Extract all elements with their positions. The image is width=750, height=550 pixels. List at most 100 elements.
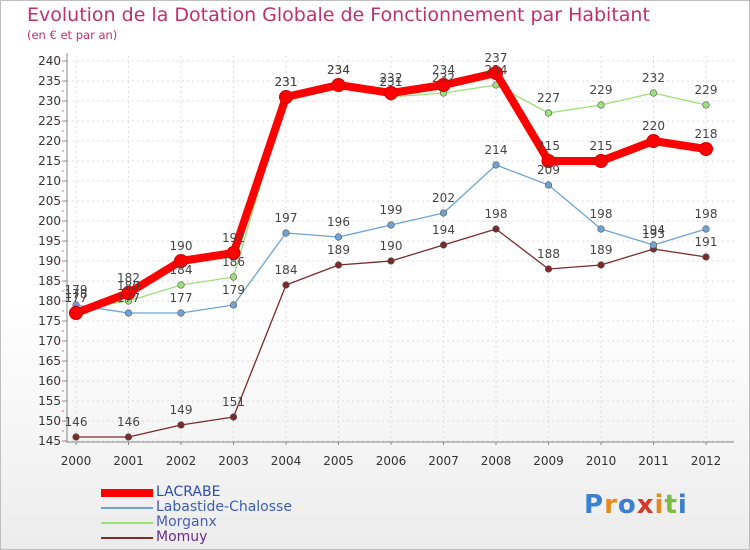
data-label: 194 xyxy=(642,223,665,237)
series-lines xyxy=(69,66,713,441)
x-tick-label: 2002 xyxy=(166,454,197,468)
y-tick-label: 240 xyxy=(38,54,61,68)
logo-letter: P xyxy=(584,490,605,520)
y-tick-label: 190 xyxy=(38,254,61,268)
logo-letter: i xyxy=(654,490,665,520)
logo-letter: x xyxy=(636,490,655,520)
data-label: 237 xyxy=(485,51,508,65)
data-label: 234 xyxy=(327,63,350,77)
legend-label: Morganx xyxy=(156,514,217,530)
data-label: 193 xyxy=(642,227,665,241)
data-point xyxy=(702,225,710,233)
data-label: 214 xyxy=(485,143,508,157)
data-point xyxy=(594,154,608,168)
y-tick-label: 155 xyxy=(38,394,61,408)
data-label: 179 xyxy=(65,283,88,297)
x-tick-label: 2005 xyxy=(323,454,354,468)
data-point xyxy=(282,229,290,237)
data-label: 151 xyxy=(222,395,245,409)
data-point xyxy=(649,89,658,97)
x-tick-label: 2011 xyxy=(638,454,669,468)
y-tick-label: 195 xyxy=(38,234,61,248)
y-tick-label: 235 xyxy=(38,74,61,88)
data-label: 186 xyxy=(222,255,245,269)
data-point xyxy=(597,261,605,269)
x-tick-label: 2009 xyxy=(533,454,564,468)
data-label: 177 xyxy=(65,291,88,305)
data-label: 180 xyxy=(117,279,140,293)
chart-title: Evolution de la Dotation Globale de Fonc… xyxy=(27,4,650,26)
y-tick-label: 180 xyxy=(38,294,61,308)
x-tick-label: 2007 xyxy=(428,454,459,468)
x-tick-label: 2000 xyxy=(61,454,92,468)
x-tick-label: 2012 xyxy=(691,454,722,468)
data-point xyxy=(72,433,80,441)
data-point xyxy=(69,306,83,320)
data-point xyxy=(649,241,658,249)
logo-letter: t xyxy=(664,490,678,520)
data-point xyxy=(699,142,713,156)
data-point xyxy=(177,281,185,289)
data-point xyxy=(439,209,448,217)
y-tick-label: 205 xyxy=(38,194,61,208)
data-point xyxy=(702,101,710,109)
data-label: 182 xyxy=(117,271,140,285)
proxiti-logo: Proxiti xyxy=(584,490,688,520)
data-point xyxy=(279,90,293,104)
data-label: 198 xyxy=(695,207,718,221)
data-label: 179 xyxy=(222,283,245,297)
data-point xyxy=(489,66,503,80)
data-point xyxy=(229,273,238,281)
x-tick-label: 2003 xyxy=(218,454,249,468)
data-point xyxy=(492,225,500,233)
data-point xyxy=(331,78,346,92)
legend-swatch xyxy=(101,522,153,524)
axes: 145 150 155 160 165 170 175 180 185 190 195 200 205 2… xyxy=(38,53,734,468)
legend-label: Momuy xyxy=(156,529,208,545)
data-label: 177 xyxy=(170,291,193,305)
data-label: 190 xyxy=(380,239,403,253)
data-label: 190 xyxy=(170,239,193,253)
data-label: 209 xyxy=(537,163,560,177)
x-tick-label: 2001 xyxy=(113,454,144,468)
data-point xyxy=(229,301,238,309)
data-label: 202 xyxy=(432,191,455,205)
data-point xyxy=(226,246,241,260)
y-tick-label: 230 xyxy=(38,94,61,108)
logo-letter: i xyxy=(677,490,688,520)
data-point xyxy=(597,225,605,233)
data-point xyxy=(177,421,185,429)
data-label: 146 xyxy=(117,415,140,429)
data-label: 220 xyxy=(642,119,665,133)
chart-subtitle: (en € et par an) xyxy=(27,28,118,42)
data-label: 198 xyxy=(590,207,613,221)
data-point xyxy=(702,253,710,261)
data-label: 191 xyxy=(695,235,718,249)
y-tick-label: 175 xyxy=(38,314,61,328)
data-point xyxy=(124,433,133,441)
data-point xyxy=(334,261,343,269)
x-tick-label: 2004 xyxy=(271,454,302,468)
data-label: 231 xyxy=(275,75,298,89)
data-label: 184 xyxy=(170,263,193,277)
logo-letter: r xyxy=(604,490,618,520)
data-label: 227 xyxy=(537,91,560,105)
data-label: 215 xyxy=(537,139,560,153)
y-tick-label: 225 xyxy=(38,114,61,128)
y-tick-label: 170 xyxy=(38,334,61,348)
y-tick-label: 145 xyxy=(38,434,61,448)
y-tick-label: 185 xyxy=(38,274,61,288)
data-label: 177 xyxy=(117,291,140,305)
data-point xyxy=(387,221,395,229)
data-label: 146 xyxy=(65,415,88,429)
data-label: 184 xyxy=(275,263,298,277)
data-label: 192 xyxy=(222,231,245,245)
data-point xyxy=(544,265,553,273)
data-point xyxy=(436,78,451,92)
data-label: 178 xyxy=(65,287,88,301)
data-point xyxy=(597,101,605,109)
data-point xyxy=(177,309,185,317)
data-point xyxy=(387,257,395,265)
logo-letter: o xyxy=(617,490,637,520)
